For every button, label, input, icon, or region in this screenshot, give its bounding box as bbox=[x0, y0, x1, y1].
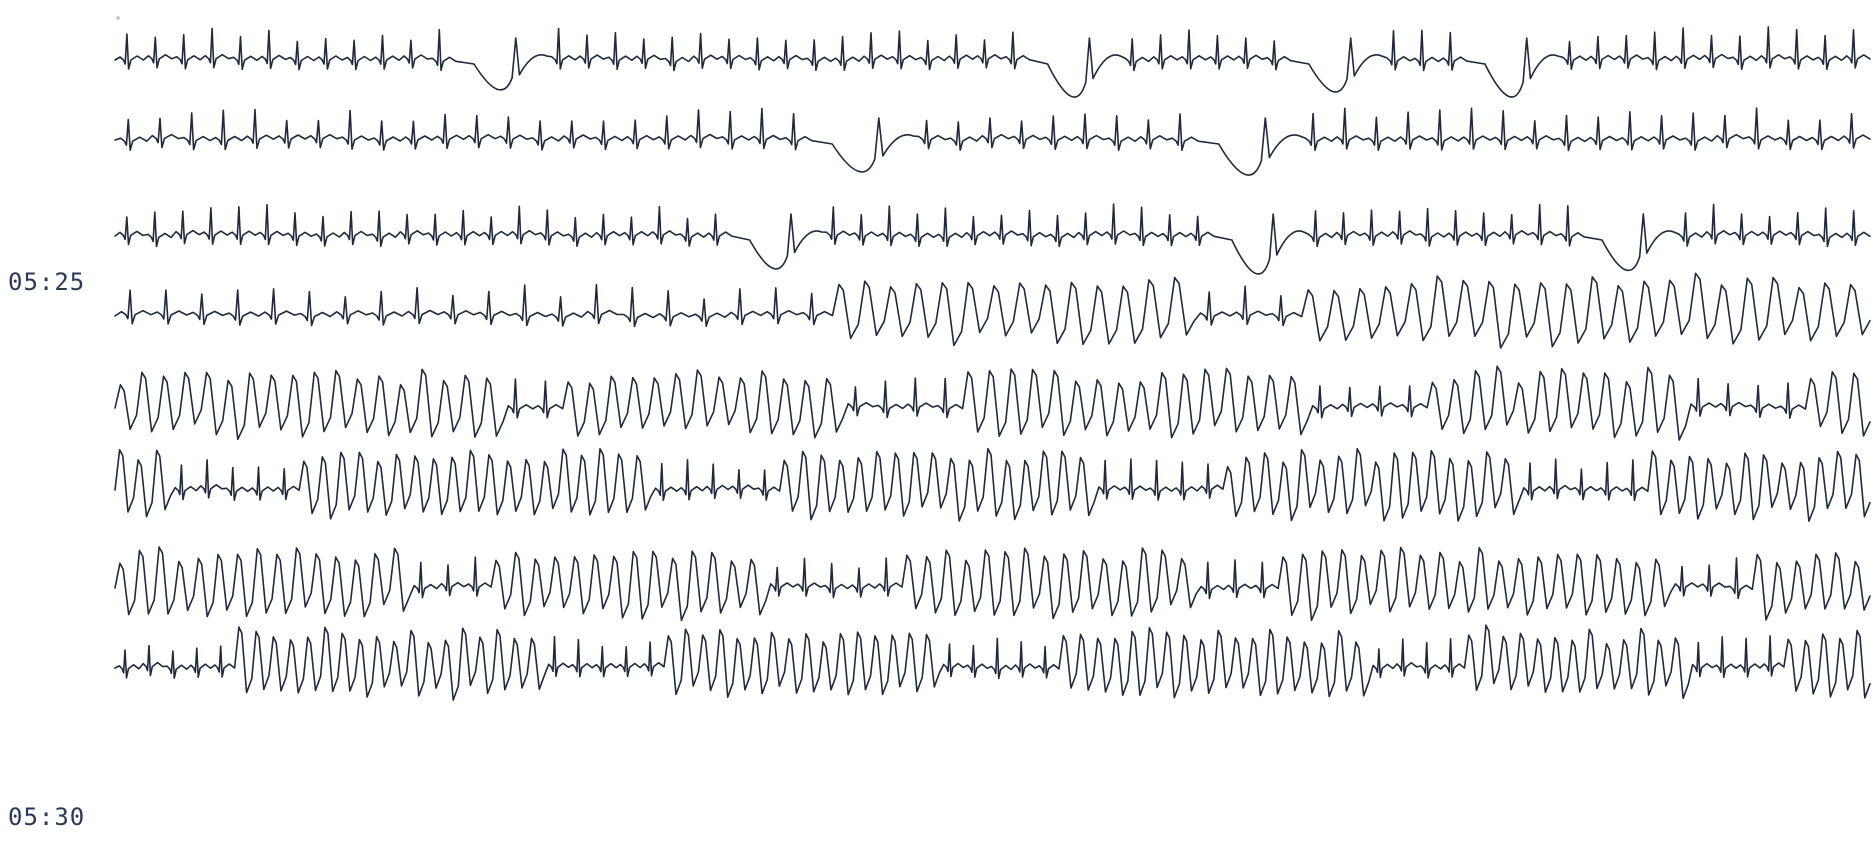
ecg-trace-row-4 bbox=[114, 272, 1871, 349]
ecg-trace-row-5 bbox=[114, 365, 1871, 441]
timestamp-label-second: 05:30 bbox=[8, 803, 86, 831]
ecg-trace-row-2 bbox=[114, 107, 1871, 176]
ecg-trace-row-1 bbox=[114, 26, 1871, 98]
ecg-trace-row-6 bbox=[114, 447, 1871, 522]
ecg-trace-row-3 bbox=[114, 203, 1871, 275]
ecg-trace-row-8 bbox=[114, 624, 1871, 701]
timestamp-label-first: 05:25 bbox=[8, 268, 86, 296]
ecg-trace-row-7 bbox=[114, 546, 1871, 622]
paper-speck bbox=[116, 16, 120, 20]
